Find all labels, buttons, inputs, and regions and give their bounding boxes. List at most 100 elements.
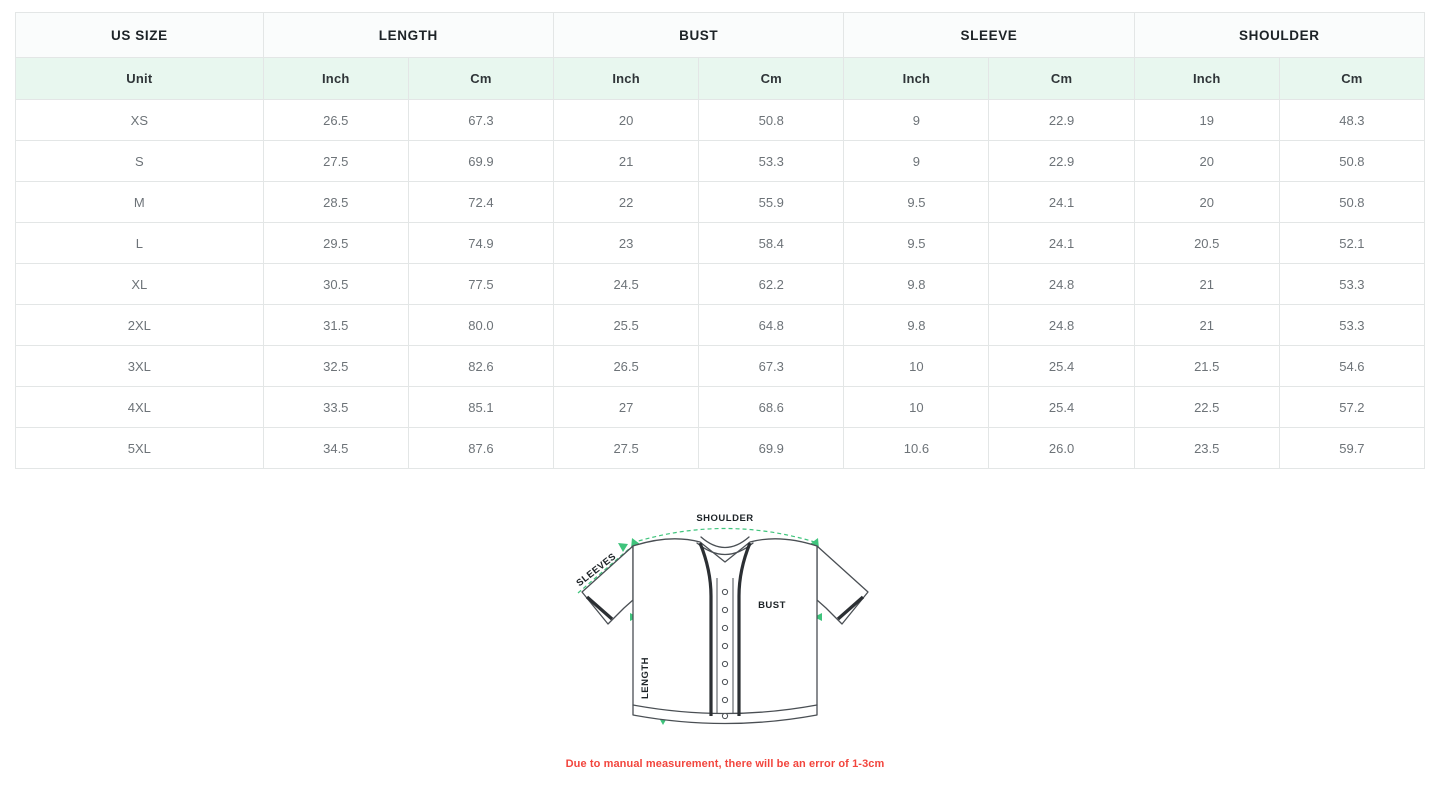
button <box>721 678 729 686</box>
cell-bust-cm: 64.8 <box>698 304 845 346</box>
table-row: M 28.5 72.4 22 55.9 9.5 24.1 20 50.8 <box>15 181 1426 223</box>
cell-length-cm: 87.6 <box>407 427 555 469</box>
size-table-container: US SIZE LENGTH BUST SLEEVE SHOULDER Unit… <box>15 12 1426 469</box>
table-row: 5XL 34.5 87.6 27.5 69.9 10.6 26.0 23.5 59.7 <box>15 427 1426 469</box>
right-sleeve <box>816 545 869 625</box>
button <box>721 696 729 704</box>
cell-length-cm: 80.0 <box>407 304 555 346</box>
cell-length-inch: 31.5 <box>262 304 409 346</box>
length-label: LENGTH <box>640 657 651 699</box>
unit-header-length-cm: Cm <box>407 57 555 100</box>
table-row: XL 30.5 77.5 24.5 62.2 9.8 24.8 21 53.3 <box>15 263 1426 305</box>
table-row: 4XL 33.5 85.1 27 68.6 10 25.4 22.5 57.2 <box>15 386 1426 428</box>
cell-size: 2XL <box>15 304 264 346</box>
cell-length-inch: 34.5 <box>262 427 409 469</box>
table-head: US SIZE LENGTH BUST SLEEVE SHOULDER Unit… <box>15 12 1426 100</box>
cell-bust-inch: 27 <box>553 386 700 428</box>
cell-shoulder-cm: 48.3 <box>1278 99 1426 141</box>
cell-sleeve-inch: 9.5 <box>843 222 990 264</box>
cell-shoulder-inch: 21 <box>1133 263 1280 305</box>
cell-sleeve-inch: 9.8 <box>843 304 990 346</box>
cell-bust-inch: 26.5 <box>553 345 700 387</box>
cell-length-cm: 74.9 <box>407 222 555 264</box>
cell-bust-inch: 21 <box>553 140 700 182</box>
cell-length-cm: 77.5 <box>407 263 555 305</box>
cell-shoulder-cm: 53.3 <box>1278 263 1426 305</box>
bust-arrow-right <box>814 613 822 621</box>
cell-length-inch: 30.5 <box>262 263 409 305</box>
table-row: 2XL 31.5 80.0 25.5 64.8 9.8 24.8 21 53.3 <box>15 304 1426 346</box>
cell-sleeve-inch: 9 <box>843 99 990 141</box>
cell-bust-inch: 24.5 <box>553 263 700 305</box>
placket-inner-lines <box>716 578 734 714</box>
unit-header-bust-cm: Cm <box>698 57 845 100</box>
unit-header-shoulder-cm: Cm <box>1278 57 1426 100</box>
cell-sleeve-inch: 10 <box>843 386 990 428</box>
button <box>721 712 729 720</box>
measurement-diagram: SHOULDER SLEEVES BUST LENGTH Due to manu… <box>560 500 890 790</box>
unit-header-sleeve-cm: Cm <box>988 57 1135 100</box>
cell-length-cm: 85.1 <box>407 386 555 428</box>
cell-shoulder-inch: 19 <box>1133 99 1280 141</box>
group-header-bust: BUST <box>553 12 845 58</box>
cell-sleeve-inch: 9.8 <box>843 263 990 305</box>
front-placket <box>698 542 752 716</box>
cell-length-cm: 67.3 <box>407 99 555 141</box>
button <box>721 588 729 596</box>
jersey-torso <box>632 538 818 725</box>
cell-bust-cm: 67.3 <box>698 345 845 387</box>
size-chart-table: US SIZE LENGTH BUST SLEEVE SHOULDER Unit… <box>15 12 1426 469</box>
cell-sleeve-cm: 26.0 <box>988 427 1135 469</box>
button <box>721 606 729 614</box>
placket-left-stripe <box>698 542 713 716</box>
cell-length-cm: 69.9 <box>407 140 555 182</box>
cell-length-inch: 33.5 <box>262 386 409 428</box>
cell-length-inch: 28.5 <box>262 181 409 223</box>
cell-length-cm: 82.6 <box>407 345 555 387</box>
placket-right-stripe <box>737 542 752 716</box>
jersey-illustration: SHOULDER SLEEVES BUST LENGTH <box>574 513 869 725</box>
cell-length-cm: 72.4 <box>407 181 555 223</box>
table-row: S 27.5 69.9 21 53.3 9 22.9 20 50.8 <box>15 140 1426 182</box>
group-header-shoulder: SHOULDER <box>1133 12 1426 58</box>
cell-shoulder-cm: 57.2 <box>1278 386 1426 428</box>
cell-shoulder-inch: 22.5 <box>1133 386 1280 428</box>
cell-bust-cm: 53.3 <box>698 140 845 182</box>
cell-sleeve-cm: 25.4 <box>988 345 1135 387</box>
unit-header-sleeve-inch: Inch <box>843 57 990 100</box>
table-row: L 29.5 74.9 23 58.4 9.5 24.1 20.5 52.1 <box>15 222 1426 264</box>
cell-size: XL <box>15 263 264 305</box>
cell-shoulder-cm: 53.3 <box>1278 304 1426 346</box>
cell-shoulder-inch: 21.5 <box>1133 345 1280 387</box>
left-cuff-stripe <box>585 595 614 621</box>
cell-length-inch: 26.5 <box>262 99 409 141</box>
cell-sleeve-inch: 9.5 <box>843 181 990 223</box>
sleeves-guide-line <box>577 547 631 594</box>
cell-shoulder-cm: 50.8 <box>1278 140 1426 182</box>
cell-size: S <box>15 140 264 182</box>
button <box>721 624 729 632</box>
cell-bust-inch: 27.5 <box>553 427 700 469</box>
cell-length-inch: 29.5 <box>262 222 409 264</box>
unit-header-length-inch: Inch <box>262 57 409 100</box>
cell-bust-inch: 23 <box>553 222 700 264</box>
cell-sleeve-cm: 24.1 <box>988 222 1135 264</box>
cell-sleeve-inch: 9 <box>843 140 990 182</box>
cell-sleeve-inch: 10.6 <box>843 427 990 469</box>
cell-size: 3XL <box>15 345 264 387</box>
unit-header-shoulder-inch: Inch <box>1133 57 1280 100</box>
group-header-us-size: US SIZE <box>15 12 264 58</box>
button <box>721 660 729 668</box>
measurement-disclaimer: Due to manual measurement, there will be… <box>565 758 885 770</box>
cell-shoulder-inch: 23.5 <box>1133 427 1280 469</box>
cell-size: 5XL <box>15 427 264 469</box>
cell-bust-cm: 69.9 <box>698 427 845 469</box>
unit-header-row: Unit Inch Cm Inch Cm Inch Cm Inch Cm <box>15 57 1426 100</box>
button-row <box>721 588 729 720</box>
cell-shoulder-inch: 20.5 <box>1133 222 1280 264</box>
cell-bust-inch: 25.5 <box>553 304 700 346</box>
cell-sleeve-cm: 24.8 <box>988 263 1135 305</box>
cell-shoulder-inch: 20 <box>1133 181 1280 223</box>
table-row: XS 26.5 67.3 20 50.8 9 22.9 19 48.3 <box>15 99 1426 141</box>
